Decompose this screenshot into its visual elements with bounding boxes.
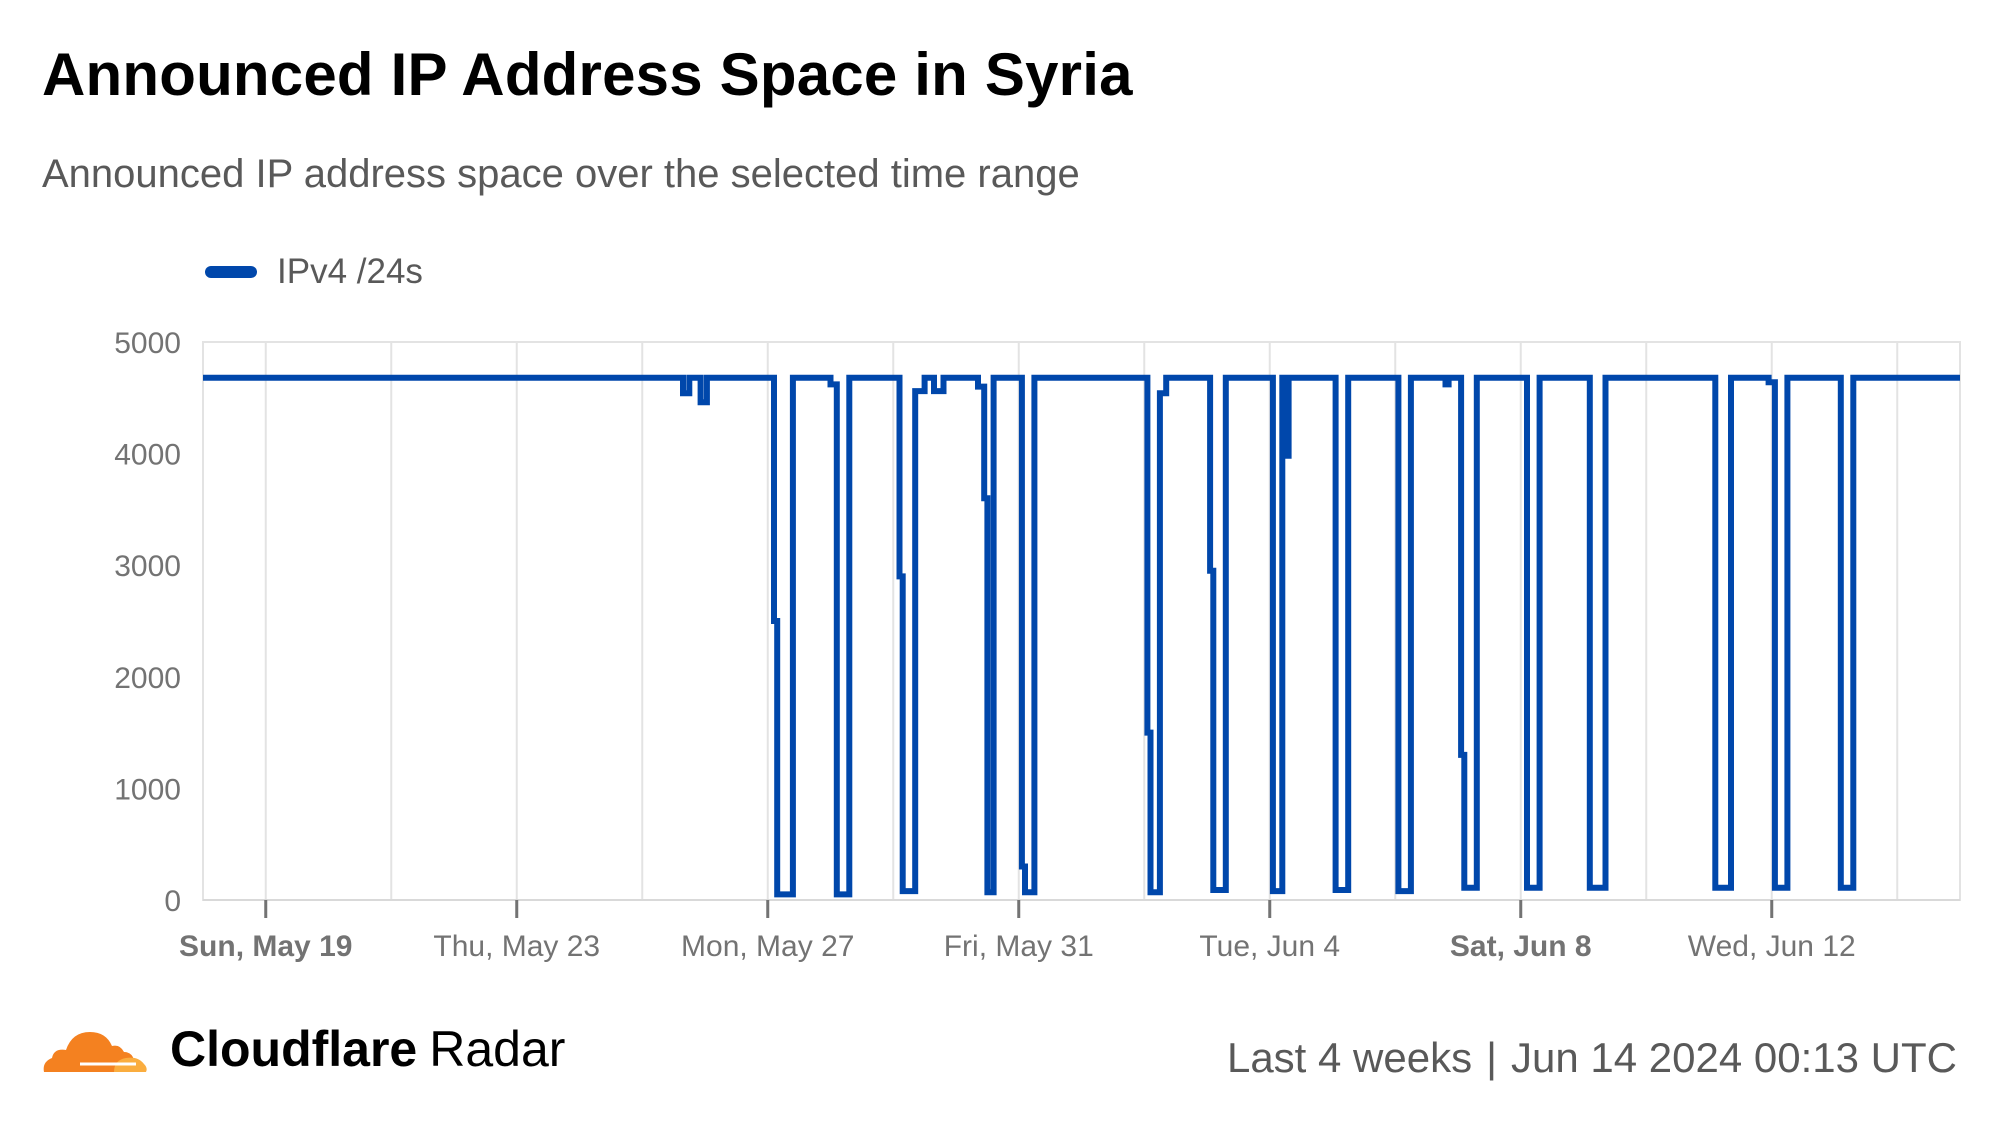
y-tick-label: 3000 (114, 550, 181, 583)
y-tick-label: 0 (164, 885, 181, 918)
page-subtitle: Announced IP address space over the sele… (42, 152, 1080, 196)
chart-legend[interactable]: IPv4 /24s (205, 252, 423, 292)
cloudflare-cloud-icon (43, 1032, 147, 1072)
brand-product: Radar (429, 1021, 566, 1077)
line-chart[interactable]: 0 1000 2000 3000 4000 5000 Sun, May 19 Thu, May… (0, 0, 1999, 1000)
x-tick-label: Mon, May 27 (681, 930, 854, 963)
x-tick-label: Wed, Jun 12 (1688, 930, 1856, 963)
x-tick-label: Tue, Jun 4 (1199, 930, 1340, 963)
legend-label: IPv4 /24s (277, 252, 423, 291)
chart-series[interactable] (203, 374, 1960, 898)
footer-separator: | (1486, 1034, 1498, 1081)
y-tick-label: 2000 (114, 662, 181, 695)
timestamp: Jun 14 2024 00:13 UTC (1511, 1034, 1957, 1081)
brand-name: Cloudflare (170, 1021, 418, 1077)
series-line-ipv4[interactable] (203, 374, 1960, 898)
y-tick-label: 1000 (114, 773, 181, 806)
plot-frame (202, 341, 1961, 901)
time-range-label: Last 4 weeks (1226, 1034, 1473, 1081)
time-range-info: Last 4 weeks | Jun 14 2024 00:13 UTC (1227, 1034, 1957, 1082)
y-tick-label: 5000 (114, 327, 181, 360)
chart-axes: 0 1000 2000 3000 4000 5000 Sun, May 19 Thu, May… (114, 327, 1960, 963)
x-tick-label: Sun, May 19 (179, 930, 352, 963)
x-tick-label: Thu, May 23 (433, 930, 600, 963)
x-tick-label: Fri, May 31 (944, 930, 1094, 963)
chart-grid (202, 341, 1961, 901)
x-tick-label: Sat, Jun 8 (1450, 930, 1592, 963)
legend-swatch (205, 266, 257, 278)
y-tick-label: 4000 (114, 439, 181, 472)
cloudflare-radar-logo[interactable]: Cloudflare Radar (40, 1020, 565, 1078)
page-title: Announced IP Address Space in Syria (42, 41, 1133, 108)
